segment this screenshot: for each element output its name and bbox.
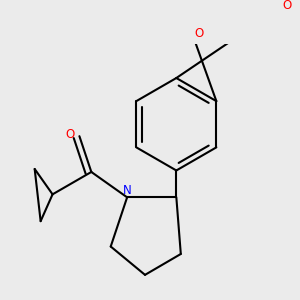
Text: O: O	[194, 27, 203, 40]
Text: N: N	[123, 184, 132, 197]
Text: O: O	[66, 128, 75, 141]
Text: O: O	[283, 0, 292, 12]
